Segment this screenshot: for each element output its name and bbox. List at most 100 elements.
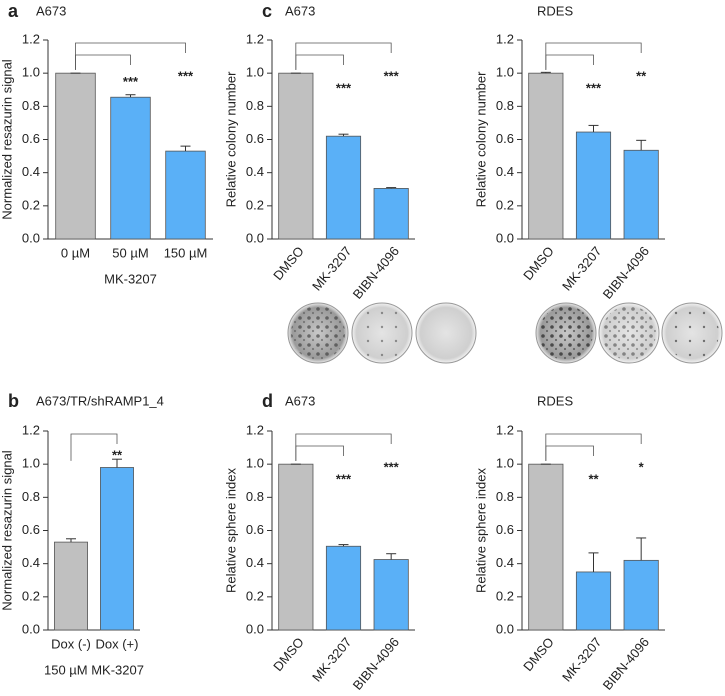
panel-letter: d [262, 391, 273, 411]
y-tick-label: 0.6 [246, 131, 264, 146]
significance-label: ** [112, 447, 123, 462]
colony-dish [415, 302, 477, 364]
significance-bracket [295, 42, 392, 70]
y-tick-label: 0.4 [246, 555, 264, 570]
chart-title: A673 [285, 393, 315, 408]
bar [528, 72, 564, 240]
x-axis-label: MK-3207 [104, 271, 157, 286]
bar [100, 467, 134, 631]
y-tick-label: 1.0 [246, 65, 264, 80]
chart-title: RDES [537, 393, 573, 408]
y-tick-label: 0.0 [496, 230, 514, 245]
y-tick-label: 0.8 [22, 98, 40, 113]
y-tick-label: 0.4 [22, 164, 40, 179]
bar [110, 96, 151, 240]
bar [373, 559, 409, 631]
significance-label: *** [384, 68, 400, 83]
panel-letter: b [8, 391, 19, 411]
significance-bracket [545, 433, 642, 461]
y-tick-label: 0.4 [22, 555, 40, 570]
x-tick-label: BIBN-4096 [350, 634, 402, 692]
x-axis-label: 150 µM MK-3207 [44, 662, 144, 677]
colony-dots [602, 306, 656, 360]
y-tick-label: 1.2 [496, 31, 514, 46]
y-tick-label: 0.6 [22, 131, 40, 146]
y-axis-label: Normalized resazurin signal [0, 59, 14, 220]
significance-bracket [75, 54, 131, 70]
y-tick-label: 0.0 [22, 230, 40, 245]
bar [55, 72, 96, 240]
y-axis-label: Relative colony number [223, 71, 238, 208]
y-tick-label: 1.0 [496, 65, 514, 80]
y-tick-label: 0.8 [246, 489, 264, 504]
y-tick-label: 1.2 [496, 422, 514, 437]
significance-bracket [295, 445, 344, 461]
significance-label: ** [636, 68, 647, 83]
y-axis-label: Relative sphere index [473, 467, 488, 593]
significance-bracket [70, 433, 118, 461]
significance-bracket [545, 42, 642, 70]
colony-dots [355, 306, 409, 360]
x-tick-label: BIBN-4096 [600, 634, 652, 692]
colony-dots [665, 306, 719, 360]
x-tick-label: DMSO [520, 634, 557, 674]
y-tick-label: 1.2 [246, 422, 264, 437]
x-tick-label: BIBN-4096 [350, 243, 402, 301]
y-tick-label: 0.6 [496, 131, 514, 146]
y-tick-label: 1.0 [22, 65, 40, 80]
chart-title: RDES [537, 3, 573, 18]
significance-label: *** [336, 471, 352, 486]
bar [623, 559, 659, 631]
bar [278, 72, 314, 240]
y-axis-label: Normalized resazurin signal [0, 450, 14, 611]
colony-dots [539, 306, 593, 360]
y-tick-label: 0.4 [246, 164, 264, 179]
y-tick-label: 0.8 [496, 489, 514, 504]
bar [325, 135, 362, 240]
y-tick-label: 0.2 [496, 588, 514, 603]
y-tick-label: 1.0 [496, 456, 514, 471]
y-tick-label: 0.6 [496, 522, 514, 537]
x-tick-label: DMSO [270, 243, 307, 283]
y-tick-label: 0.8 [22, 489, 40, 504]
significance-bracket [545, 54, 594, 70]
x-tick-label: 50 µM [112, 245, 148, 260]
significance-label: *** [178, 68, 194, 83]
y-tick-label: 0.6 [22, 522, 40, 537]
significance-label: *** [384, 459, 400, 474]
bar [278, 463, 314, 631]
colony-images [287, 302, 723, 364]
significance-bracket [295, 54, 344, 70]
bar [528, 463, 564, 631]
y-tick-label: 1.0 [22, 456, 40, 471]
y-tick-label: 0.2 [246, 588, 264, 603]
x-tick-label: MK-3207 [559, 243, 604, 293]
bar [575, 131, 612, 240]
x-tick-label: MK-3207 [559, 634, 604, 684]
y-axis-label: Relative sphere index [223, 467, 238, 593]
bar [165, 150, 206, 240]
y-tick-label: 0.2 [246, 197, 264, 212]
y-tick-label: 0.8 [496, 98, 514, 113]
x-tick-label: 150 µM [164, 245, 208, 260]
y-tick-label: 0.0 [22, 621, 40, 636]
significance-bracket [295, 433, 392, 461]
y-tick-label: 0.2 [22, 197, 40, 212]
y-tick-label: 1.2 [22, 31, 40, 46]
x-tick-label: Dox (-) [51, 636, 91, 651]
chart-title: A673 [285, 3, 315, 18]
x-tick-label: BIBN-4096 [600, 243, 652, 301]
x-tick-label: MK-3207 [309, 243, 354, 293]
significance-label: *** [336, 80, 352, 95]
y-tick-label: 0.4 [496, 555, 514, 570]
x-tick-label: 0 µM [61, 245, 90, 260]
x-tick-label: MK-3207 [309, 634, 354, 684]
colony-dots [291, 306, 345, 360]
significance-bracket [545, 445, 594, 461]
significance-label: *** [123, 74, 139, 89]
y-tick-label: 0.8 [246, 98, 264, 113]
y-tick-label: 0.0 [496, 621, 514, 636]
panel-letter: a [8, 1, 19, 21]
y-tick-label: 0.2 [22, 588, 40, 603]
